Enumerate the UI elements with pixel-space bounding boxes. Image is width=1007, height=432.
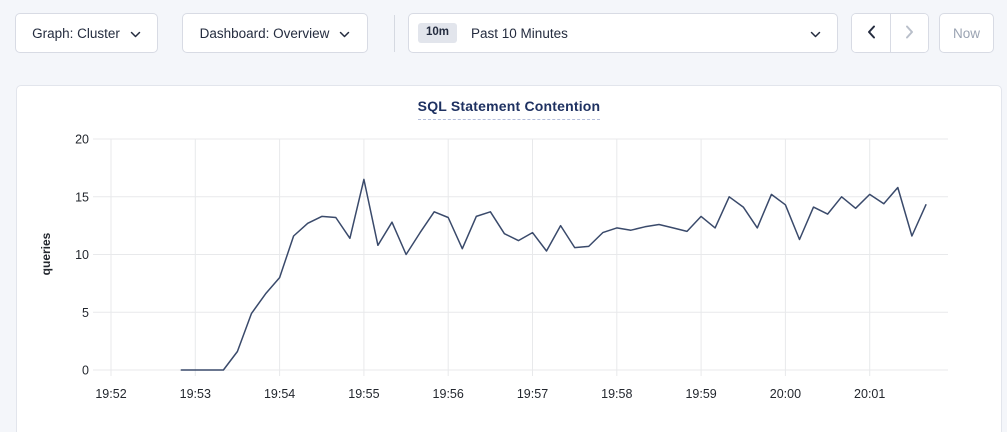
svg-text:19:58: 19:58 bbox=[601, 387, 632, 401]
now-button[interactable]: Now bbox=[939, 13, 994, 53]
svg-text:19:56: 19:56 bbox=[433, 387, 464, 401]
svg-text:19:54: 19:54 bbox=[264, 387, 295, 401]
time-step-button-group bbox=[851, 13, 929, 53]
sql-statement-contention-chart: 0 5 10 15 20 19:52 19:53 19:54 19:55 19:56 19:57 19… bbox=[39, 133, 948, 401]
toolbar: Graph: Cluster Dashboard: Overview 10m P… bbox=[15, 13, 994, 53]
chart-card: SQL Statement Contention 0 5 10 15 20 19:52 19… bbox=[16, 85, 1002, 432]
dashboard-dropdown-label: Dashboard: Overview bbox=[199, 25, 330, 41]
chevron-down-icon bbox=[810, 26, 821, 41]
chevron-down-icon bbox=[339, 26, 350, 41]
chevron-left-icon bbox=[867, 25, 876, 42]
svg-text:5: 5 bbox=[82, 306, 89, 320]
svg-text:20: 20 bbox=[75, 133, 89, 147]
svg-text:19:59: 19:59 bbox=[685, 387, 716, 401]
time-next-button[interactable] bbox=[890, 14, 928, 52]
svg-text:19:52: 19:52 bbox=[95, 387, 126, 401]
dashboard-dropdown[interactable]: Dashboard: Overview bbox=[182, 13, 368, 53]
svg-text:19:55: 19:55 bbox=[348, 387, 379, 401]
svg-text:20:00: 20:00 bbox=[770, 387, 801, 401]
svg-text:10: 10 bbox=[75, 248, 89, 262]
time-range-label: Past 10 Minutes bbox=[471, 25, 568, 41]
svg-text:19:53: 19:53 bbox=[180, 387, 211, 401]
chevron-down-icon bbox=[130, 26, 141, 41]
graph-dropdown-label: Graph: Cluster bbox=[32, 25, 120, 41]
svg-text:queries: queries bbox=[39, 232, 53, 275]
time-window-badge: 10m bbox=[418, 23, 458, 43]
graph-dropdown[interactable]: Graph: Cluster bbox=[15, 13, 158, 53]
chart-title[interactable]: SQL Statement Contention bbox=[417, 98, 601, 120]
time-range-picker[interactable]: 10m Past 10 Minutes bbox=[408, 13, 838, 53]
toolbar-divider bbox=[394, 14, 395, 52]
time-prev-button[interactable] bbox=[852, 14, 890, 52]
svg-text:19:57: 19:57 bbox=[517, 387, 548, 401]
svg-text:15: 15 bbox=[75, 190, 89, 204]
chart-title-row: SQL Statement Contention bbox=[17, 86, 1001, 121]
svg-text:0: 0 bbox=[82, 364, 89, 378]
svg-text:20:01: 20:01 bbox=[854, 387, 885, 401]
chevron-right-icon bbox=[905, 25, 914, 42]
